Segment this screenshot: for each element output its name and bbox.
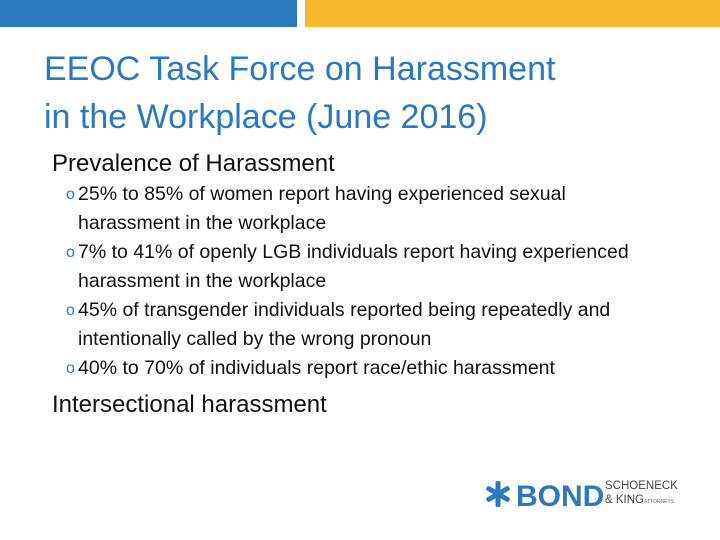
bullet-marker: o [66,302,75,319]
top-bar-blue [0,0,297,27]
bullet-marker: o [66,186,75,203]
bullet-text: 25% to 85% of women report having experi… [78,183,566,234]
bullet: o 25% to 85% of women report having exper… [52,180,640,238]
bullet: o 45% of transgender individuals reported… [52,296,640,354]
logo-line2: & KING [605,494,644,506]
logo-line1: SCHOENECK [605,480,678,492]
logo: BOND SCHOENECK & KING ATTORNEYS [486,480,678,513]
bullet-text: 45% of transgender individuals reported … [78,299,611,350]
logo-tag: ATTORNEYS [644,499,675,505]
section-heading: Prevalence of Harassment [52,150,335,177]
logo-icon [486,481,510,507]
bullet-marker: o [66,244,75,261]
content: Prevalence of Harassment o 25% to 85% of w… [52,148,640,421]
bullet-text: 40% to 70% of individuals report race/et… [78,357,555,379]
title: EEOC Task Force on Harassment in the Work… [44,45,555,141]
bullet: o 40% to 70% of individuals report race/e… [52,354,640,383]
title-line: in the Workplace (June 2016) [44,98,488,136]
bullet: o 7% to 41% of openly LGB individuals rep… [52,238,640,296]
bullet-list: o 25% to 85% of women report having exper… [52,180,640,383]
top-bar-yellow [305,0,720,27]
bullet-text: 7% to 41% of openly LGB individuals repo… [78,241,629,292]
section-heading: Intersectional harassment [52,391,327,418]
bullet-marker: o [66,360,75,377]
title-line: EEOC Task Force on Harassment [44,50,556,88]
logo-name: BOND [516,480,604,513]
